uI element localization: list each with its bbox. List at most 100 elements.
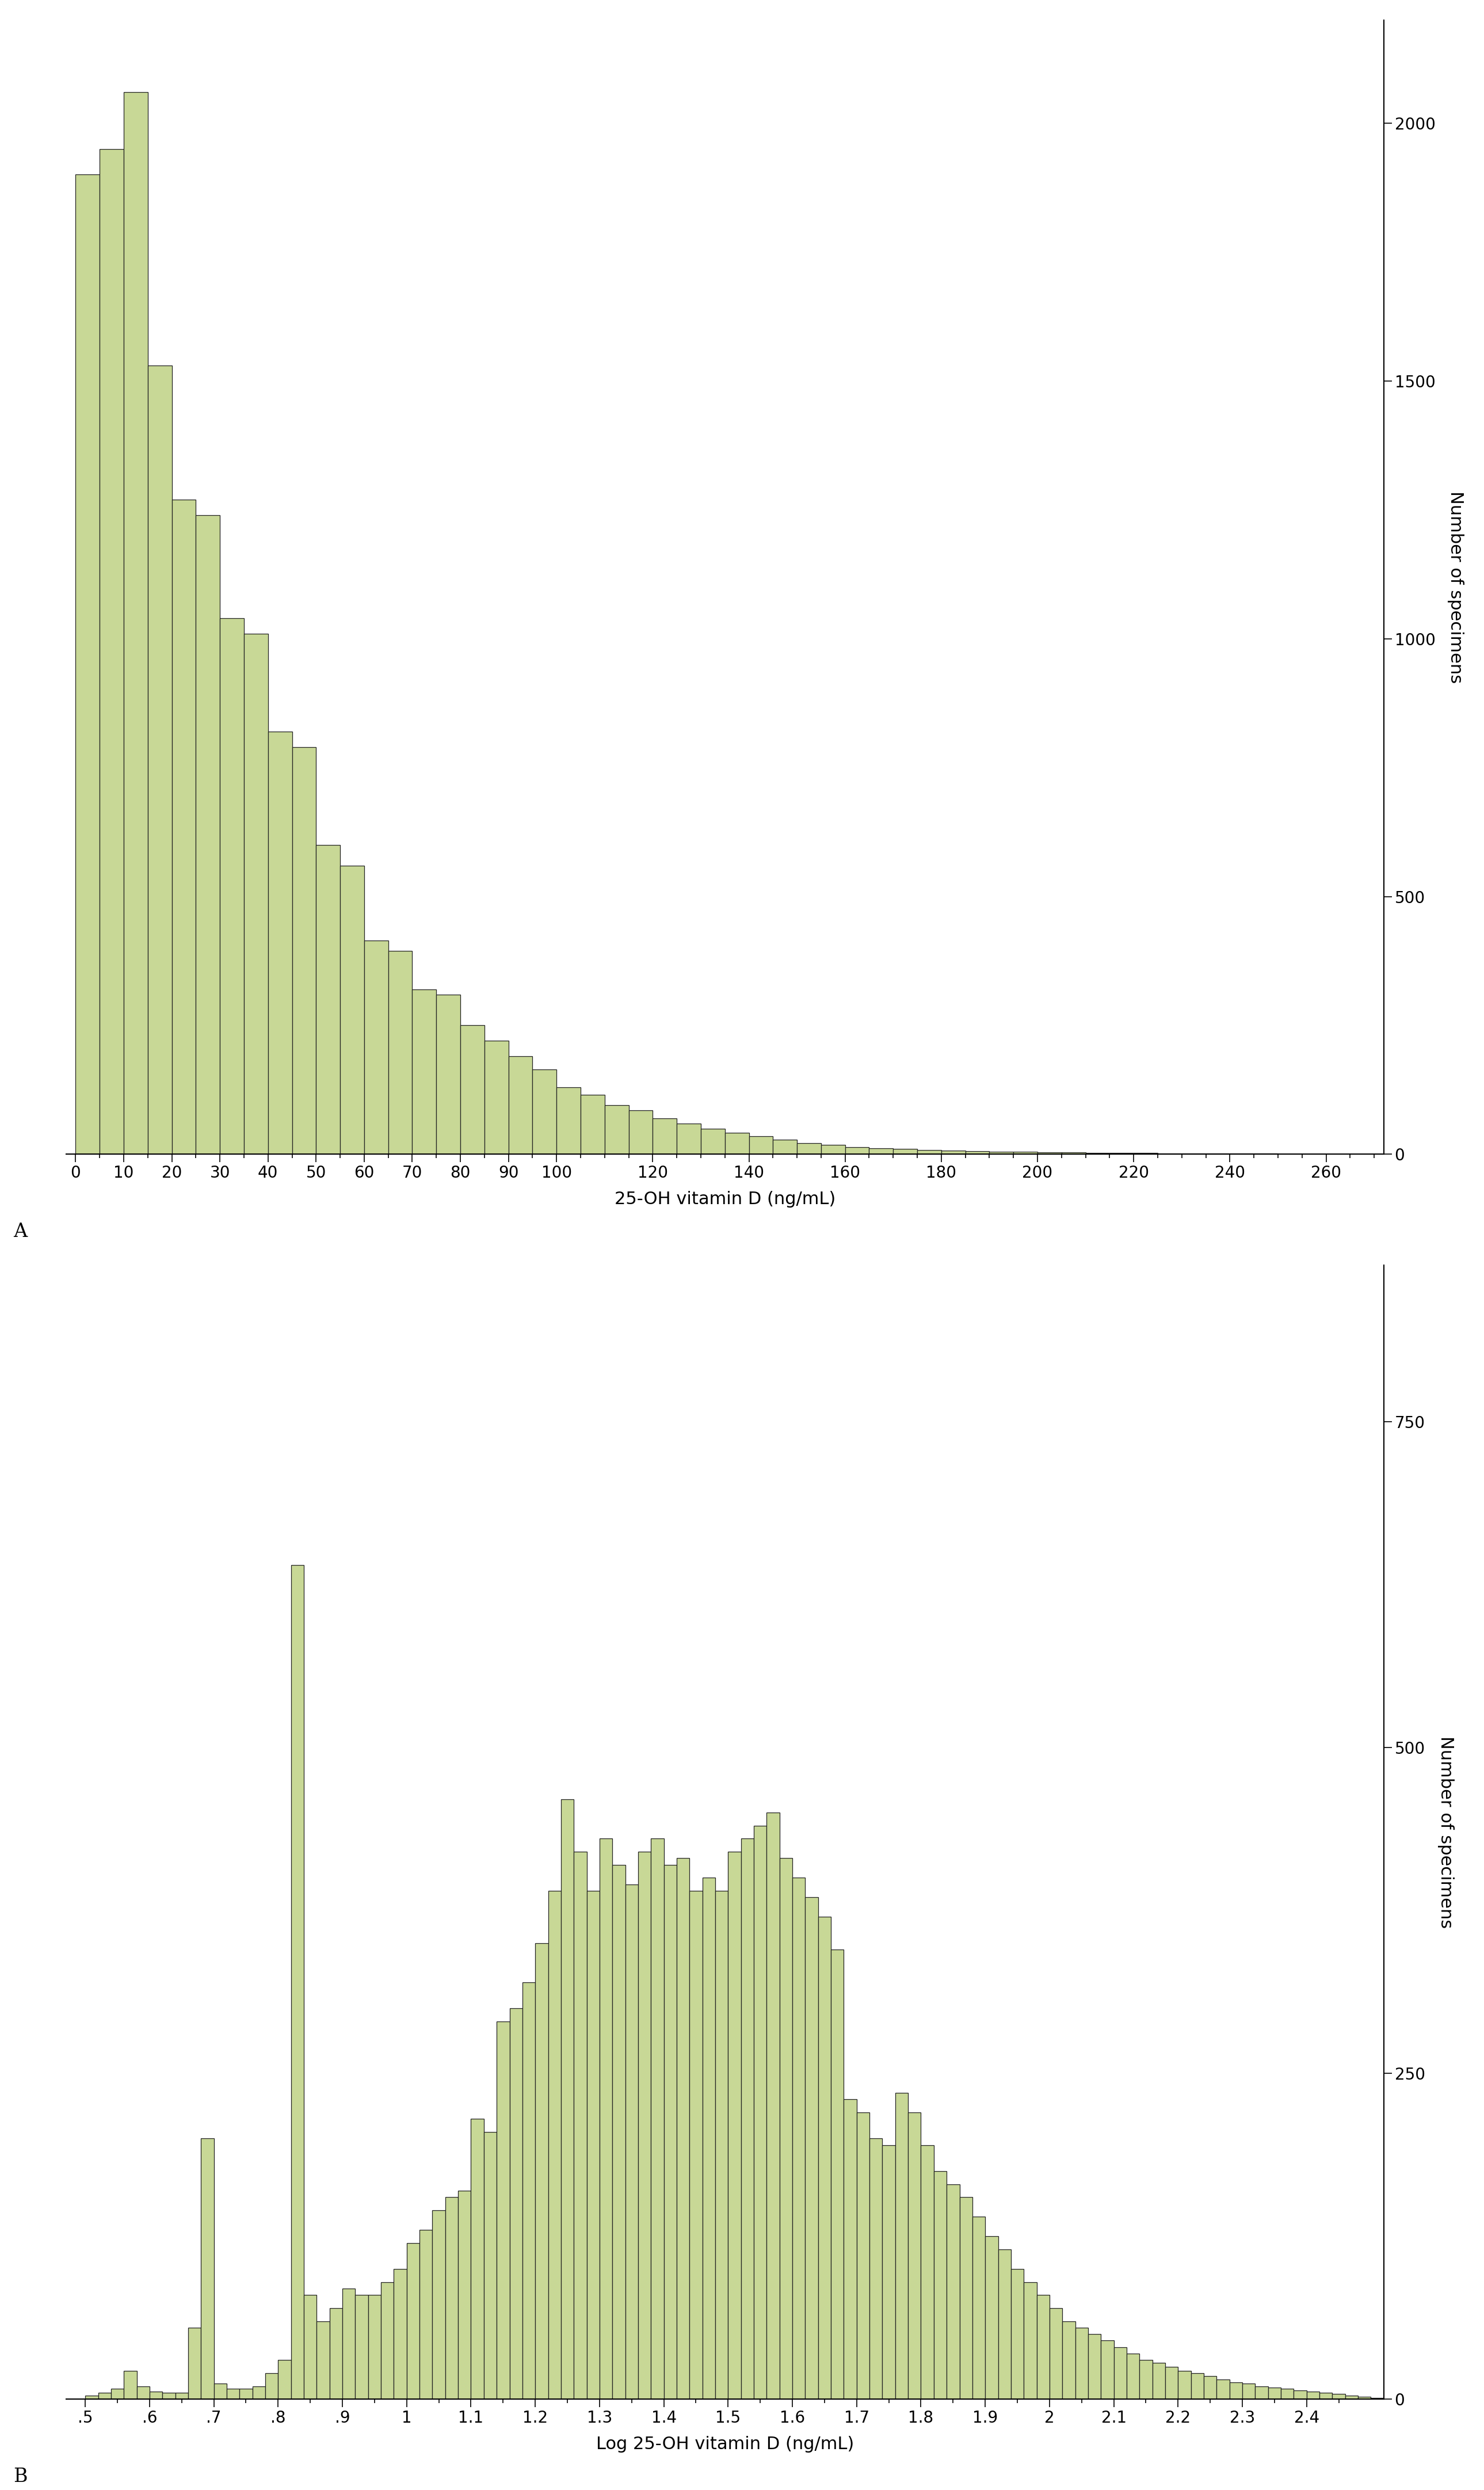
Bar: [856, 2112, 870, 2400]
Bar: [1319, 2393, 1333, 2400]
Bar: [638, 1853, 651, 2400]
Bar: [1306, 2390, 1319, 2400]
Bar: [445, 2196, 459, 2400]
Bar: [420, 2231, 432, 2400]
Bar: [1345, 2395, 1358, 2400]
Bar: [150, 2390, 162, 2400]
Bar: [1101, 2341, 1114, 2400]
Bar: [111, 2388, 123, 2400]
Bar: [76, 174, 99, 1155]
Bar: [329, 2308, 343, 2400]
Bar: [355, 2296, 368, 2400]
Bar: [754, 1825, 767, 2400]
Bar: [870, 1148, 893, 1155]
Bar: [533, 1068, 556, 1155]
Bar: [653, 1118, 677, 1155]
Bar: [941, 1150, 966, 1155]
Bar: [629, 1111, 653, 1155]
Bar: [364, 941, 389, 1155]
Bar: [893, 1150, 917, 1155]
Bar: [484, 1041, 509, 1155]
Bar: [1011, 2268, 1024, 2400]
Bar: [773, 1140, 797, 1155]
Bar: [895, 2094, 908, 2400]
Bar: [792, 1877, 806, 2400]
Bar: [509, 2007, 522, 2400]
Bar: [1014, 1153, 1037, 1155]
Bar: [600, 1838, 613, 2400]
X-axis label: 25-OH vitamin D (ng/mL): 25-OH vitamin D (ng/mL): [614, 1190, 835, 1208]
X-axis label: Log 25-OH vitamin D (ng/mL): Log 25-OH vitamin D (ng/mL): [597, 2435, 853, 2453]
Bar: [137, 2385, 150, 2400]
Bar: [844, 1148, 870, 1155]
Bar: [972, 2216, 985, 2400]
Bar: [1063, 2321, 1076, 2400]
Bar: [999, 2248, 1011, 2400]
Bar: [806, 1897, 818, 2400]
Bar: [340, 867, 364, 1155]
Bar: [196, 515, 220, 1155]
Bar: [1204, 2375, 1217, 2400]
Bar: [556, 1088, 580, 1155]
Y-axis label: Number of specimens: Number of specimens: [1437, 1736, 1454, 1927]
Bar: [574, 1853, 586, 2400]
Bar: [381, 2281, 393, 2400]
Bar: [214, 2383, 227, 2400]
Bar: [960, 2196, 972, 2400]
Bar: [1255, 2385, 1267, 2400]
Bar: [316, 2321, 329, 2400]
Bar: [252, 2385, 266, 2400]
Bar: [779, 1858, 792, 2400]
Bar: [613, 1865, 625, 2400]
Bar: [724, 1133, 749, 1155]
Bar: [821, 1145, 844, 1155]
Bar: [749, 1135, 773, 1155]
Bar: [625, 1885, 638, 2400]
Bar: [432, 2211, 445, 2400]
Bar: [883, 2144, 895, 2400]
Bar: [497, 2022, 509, 2400]
Bar: [269, 732, 292, 1155]
Bar: [831, 1950, 844, 2400]
Bar: [715, 1890, 729, 2400]
Bar: [767, 1813, 779, 2400]
Bar: [304, 2296, 316, 2400]
Bar: [677, 1858, 690, 2400]
Bar: [1049, 2308, 1063, 2400]
Bar: [604, 1106, 629, 1155]
Bar: [729, 1853, 741, 2400]
Bar: [651, 1838, 663, 2400]
Bar: [586, 1890, 600, 2400]
Bar: [123, 92, 148, 1155]
Bar: [368, 2296, 381, 2400]
Bar: [1024, 2281, 1037, 2400]
Bar: [677, 1123, 700, 1155]
Bar: [700, 1128, 724, 1155]
Bar: [98, 2393, 111, 2400]
Bar: [933, 2171, 947, 2400]
Bar: [947, 2184, 960, 2400]
Bar: [990, 1153, 1014, 1155]
Bar: [548, 1890, 561, 2400]
Bar: [393, 2268, 407, 2400]
Bar: [123, 2370, 137, 2400]
Bar: [922, 2144, 933, 2400]
Bar: [536, 1942, 548, 2400]
Bar: [917, 1150, 941, 1155]
Bar: [663, 1865, 677, 2400]
Bar: [1333, 2393, 1345, 2400]
Bar: [243, 632, 269, 1155]
Bar: [470, 2119, 484, 2400]
Bar: [870, 2139, 883, 2400]
Bar: [227, 2388, 239, 2400]
Y-axis label: Number of specimens: Number of specimens: [1447, 491, 1465, 682]
Bar: [175, 2393, 188, 2400]
Bar: [278, 2361, 291, 2400]
Bar: [1114, 2348, 1126, 2400]
Bar: [1126, 2353, 1140, 2400]
Bar: [292, 747, 316, 1155]
Bar: [266, 2373, 278, 2400]
Bar: [1037, 2296, 1049, 2400]
Bar: [561, 1800, 574, 2400]
Bar: [162, 2393, 175, 2400]
